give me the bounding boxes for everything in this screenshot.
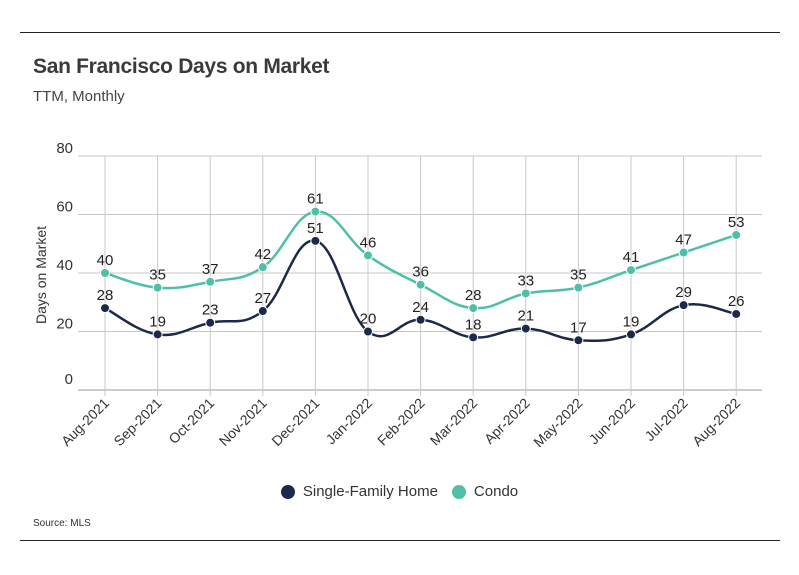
- x-tick-label: Aug-2021: [58, 395, 112, 449]
- y-tick-label-40: 40: [56, 257, 73, 274]
- x-tick-label: Apr-2022: [481, 395, 533, 447]
- legend: Single-Family Home Condo: [0, 483, 799, 500]
- legend-item-condo[interactable]: Condo: [451, 483, 519, 500]
- data-label-condo: 46: [360, 234, 377, 251]
- data-point-condo: [205, 276, 216, 287]
- data-label-condo: 35: [149, 267, 166, 284]
- data-point-condo: [152, 282, 163, 293]
- chart-title: San Francisco Days on Market: [33, 55, 330, 78]
- source-note: Source: MLS: [33, 518, 91, 529]
- x-tick-label: May-2022: [530, 395, 585, 450]
- data-point-single-family: [573, 335, 584, 346]
- y-tick-label-60: 60: [56, 199, 73, 216]
- x-tick-label: Jan-2022: [323, 395, 376, 448]
- legend-marker-condo: [451, 484, 466, 499]
- legend-item-single-family[interactable]: Single-Family Home: [280, 483, 438, 500]
- data-point-condo: [257, 262, 268, 273]
- data-label-single-family: 26: [728, 293, 745, 310]
- y-tick-label-0: 0: [65, 371, 73, 388]
- data-label-condo: 33: [517, 272, 534, 289]
- data-label-condo: 47: [675, 232, 692, 249]
- x-tick-label: Jul-2022: [641, 395, 690, 444]
- data-label-single-family: 21: [517, 308, 534, 325]
- data-label-single-family: 19: [149, 313, 166, 330]
- chart-subtitle: TTM, Monthly: [33, 88, 125, 105]
- data-label-single-family: 18: [465, 316, 482, 333]
- data-label-single-family: 29: [675, 284, 692, 301]
- data-point-condo: [731, 229, 742, 240]
- y-axis-title: Days on Market: [33, 226, 49, 324]
- data-point-single-family: [310, 235, 321, 246]
- y-tick-label-80: 80: [56, 140, 73, 157]
- x-tick-label: Mar-2022: [427, 395, 481, 449]
- data-point-single-family: [468, 332, 479, 343]
- data-point-single-family: [731, 308, 742, 319]
- data-point-condo: [678, 247, 689, 258]
- x-tick-label: Dec-2021: [268, 395, 322, 449]
- data-label-condo: 37: [202, 261, 219, 278]
- data-point-condo: [520, 288, 531, 299]
- data-point-single-family: [678, 300, 689, 311]
- data-label-condo: 28: [465, 287, 482, 304]
- data-label-single-family: 27: [254, 290, 271, 307]
- data-label-condo: 36: [412, 264, 429, 281]
- x-tick-label: Sep-2021: [110, 395, 164, 449]
- x-tick-label: Oct-2021: [165, 395, 217, 447]
- x-tick-label: Aug-2022: [689, 395, 743, 449]
- top-rule: [20, 32, 780, 33]
- data-point-condo: [468, 303, 479, 314]
- data-point-single-family: [415, 314, 426, 325]
- data-point-single-family: [363, 326, 373, 337]
- data-point-condo: [573, 282, 584, 293]
- data-point-single-family: [626, 329, 636, 340]
- data-point-condo: [626, 265, 636, 276]
- data-point-single-family: [205, 317, 216, 328]
- x-tick-label: Jun-2022: [586, 395, 639, 448]
- data-label-single-family: 51: [307, 220, 324, 237]
- data-label-condo: 42: [254, 246, 271, 263]
- data-label-single-family: 28: [97, 287, 114, 304]
- legend-label-condo: Condo: [473, 483, 519, 500]
- y-tick-label-20: 20: [56, 316, 73, 333]
- legend-marker-single-family: [280, 484, 295, 499]
- x-tick-label: Feb-2022: [374, 395, 428, 449]
- data-label-condo: 35: [570, 267, 587, 284]
- data-point-condo: [415, 279, 426, 290]
- data-label-single-family: 23: [202, 302, 219, 319]
- data-point-single-family: [100, 303, 110, 314]
- data-point-condo: [100, 268, 110, 278]
- data-label-single-family: 17: [570, 319, 587, 336]
- data-label-condo: 41: [623, 249, 640, 266]
- x-tick-label: Nov-2021: [216, 395, 270, 449]
- bottom-rule: [20, 540, 780, 541]
- data-point-condo: [310, 206, 321, 217]
- data-label-single-family: 19: [623, 313, 640, 330]
- data-label-single-family: 20: [360, 311, 377, 328]
- data-label-single-family: 24: [412, 299, 429, 316]
- data-point-single-family: [257, 306, 268, 317]
- data-point-condo: [363, 250, 373, 261]
- data-label-condo: 40: [97, 252, 114, 269]
- data-point-single-family: [152, 329, 163, 340]
- data-label-condo: 53: [728, 214, 745, 231]
- legend-label-single-family: Single-Family Home: [302, 483, 438, 500]
- data-label-condo: 61: [307, 191, 324, 208]
- data-point-single-family: [520, 323, 531, 334]
